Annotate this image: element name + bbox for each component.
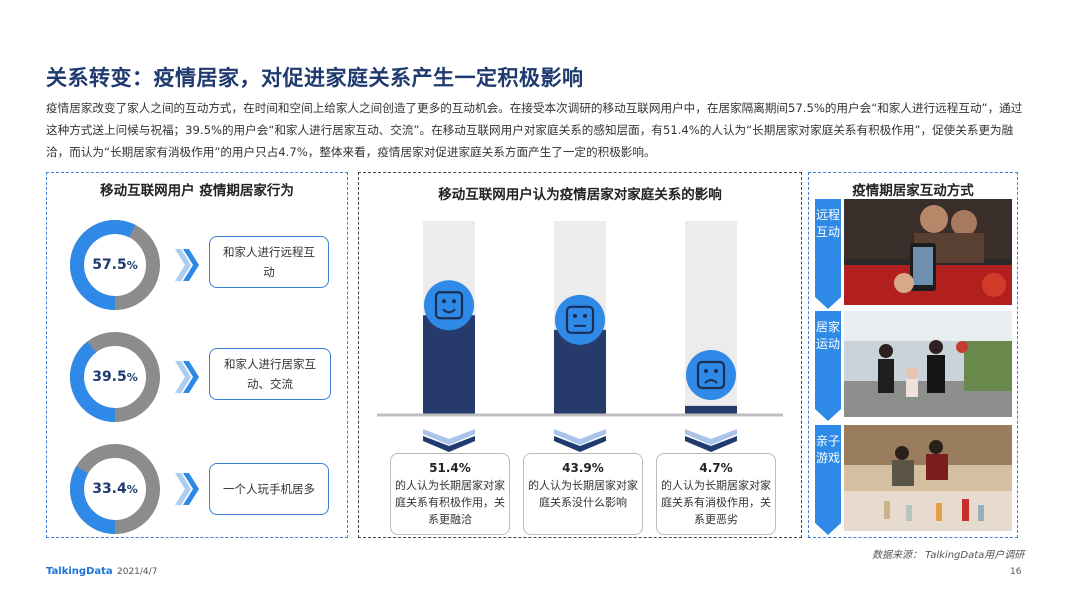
label-arrow-shape	[815, 311, 841, 421]
donut-pct: %	[126, 258, 138, 272]
result-text-neutral: 的人认为长期居家对家庭关系没什么影响	[528, 479, 638, 509]
donut-pct: %	[126, 370, 138, 384]
mode-label-exercise: 居家运动	[815, 320, 840, 351]
donut-value-text: 57.5	[92, 257, 127, 273]
chevron-right-icon	[175, 473, 199, 505]
footer-date: 2021/4/7	[117, 567, 158, 577]
bar-2	[685, 405, 737, 415]
behavior-label-home: 和家人进行居家互动、交流	[209, 348, 331, 400]
right-panel-interaction-modes: 疫情期居家互动方式 远程互动 居家运动 亲子游戏	[808, 172, 1018, 538]
donut-value-home: 39.5%	[69, 331, 161, 423]
result-value-positive: 51.4%	[429, 461, 471, 475]
result-value-neutral: 43.9%	[562, 461, 604, 475]
photo-remote-video-call	[844, 199, 1012, 305]
chevron-right-icon	[175, 361, 199, 393]
donut-value-text: 39.5	[92, 369, 127, 385]
chevron-down-icon	[423, 429, 475, 452]
photo-parent-child-game	[844, 425, 1012, 531]
result-box-positive: 51.4% 的人认为长期居家对家庭关系有积极作用，关系更融洽	[390, 453, 510, 535]
left-panel-home-behavior: 移动互联网用户 疫情期居家行为 57.5% 39.5% 33.4% 和家人进行远…	[46, 172, 348, 538]
donut-value-phone: 33.4%	[69, 443, 161, 535]
page-title: 关系转变：疫情居家，对促进家庭关系产生一定积极影响	[46, 66, 584, 90]
photo-home-exercise	[844, 311, 1012, 417]
behavior-label-phone: 一个人玩手机居多	[209, 463, 329, 515]
result-box-neutral: 43.9% 的人认为长期居家对家庭关系没什么影响	[523, 453, 643, 535]
chevron-down-icon	[685, 429, 737, 452]
result-value-negative: 4.7%	[699, 461, 733, 475]
smile-face-icon	[424, 280, 474, 331]
page-number: 16	[1010, 567, 1022, 577]
donut-pct: %	[126, 482, 138, 496]
label-arrow-shape	[815, 199, 841, 309]
neutral-face-icon	[555, 294, 605, 345]
donut-value-text: 33.4	[92, 481, 127, 497]
donut-arc-remote	[70, 220, 136, 310]
chevron-right-icon	[175, 249, 199, 281]
result-box-negative: 4.7% 的人认为长期居家对家庭关系有消极作用，关系更恶劣	[656, 453, 776, 535]
mode-label-game: 亲子游戏	[815, 434, 840, 465]
result-text-negative: 的人认为长期居家对家庭关系有消极作用，关系更恶劣	[661, 479, 771, 526]
right-panel-title: 疫情期居家互动方式	[852, 183, 974, 199]
donut-arc-home	[70, 341, 116, 422]
result-text-positive: 的人认为长期居家对家庭关系有积极作用，关系更融洽	[395, 479, 505, 526]
donut-chart-home	[70, 332, 160, 422]
donut-value-remote: 57.5%	[69, 219, 161, 311]
talkingdata-logo: TalkingData	[46, 566, 113, 577]
bar-0	[423, 315, 475, 415]
donut-arc-phone	[70, 466, 116, 534]
chevron-down-icon	[554, 429, 606, 452]
sad-face-icon	[686, 350, 736, 400]
mode-label-remote: 远程互动	[815, 208, 840, 239]
mid-panel-title: 移动互联网用户认为疫情居家对家庭关系的影响	[438, 187, 722, 203]
data-source: 数据来源： TalkingData用户调研	[872, 550, 1025, 561]
donut-chart-remote	[70, 220, 160, 310]
behavior-label-remote: 和家人进行远程互动	[209, 236, 329, 288]
intro-paragraph: 疫情居家改变了家人之间的互动方式，在时间和空间上给家人之间创造了更多的互动机会。…	[46, 101, 1023, 159]
impact-bar-chart	[377, 221, 783, 452]
mid-panel-family-impact: 移动互联网用户认为疫情居家对家庭关系的影响 51.4% 的人认为长期居家对家庭关…	[358, 172, 802, 538]
left-panel-title: 移动互联网用户 疫情期居家行为	[100, 183, 294, 199]
donut-chart-phone	[70, 444, 160, 534]
label-arrow-shape	[815, 425, 841, 535]
